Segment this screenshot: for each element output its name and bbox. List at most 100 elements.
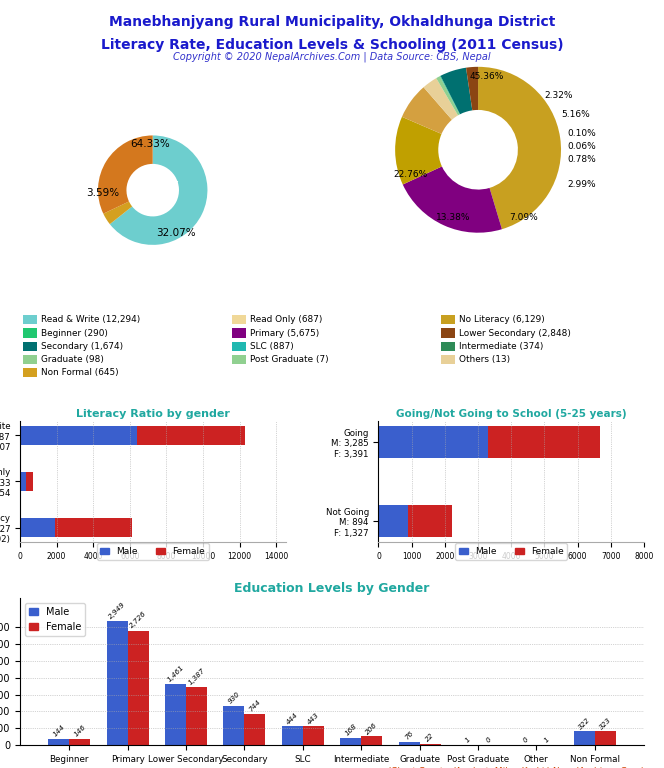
Text: Others (13): Others (13) (459, 355, 510, 364)
Wedge shape (440, 76, 460, 114)
Bar (20, 472, 26, 491)
Bar (303, 727, 324, 745)
Bar (107, 621, 127, 745)
Bar (48, 739, 69, 745)
Bar (186, 687, 207, 745)
Wedge shape (104, 201, 132, 224)
Text: Primary (5,675): Primary (5,675) (250, 329, 319, 338)
Bar (442, 316, 455, 324)
Title: Going/Not Going to School (5-25 years): Going/Not Going to School (5-25 years) (396, 409, 627, 419)
Text: Copyright © 2020 NepalArchives.Com | Data Source: CBS, Nepal: Copyright © 2020 NepalArchives.Com | Dat… (173, 51, 491, 62)
Text: 0.06%: 0.06% (568, 142, 596, 151)
Bar (378, 505, 408, 537)
Text: 45.36%: 45.36% (469, 72, 503, 81)
Bar (232, 342, 246, 351)
Bar (420, 744, 441, 745)
Text: Intermediate (374): Intermediate (374) (459, 342, 543, 351)
Bar (165, 684, 186, 745)
Text: 1: 1 (463, 737, 471, 744)
Text: 13.38%: 13.38% (436, 214, 471, 222)
Text: 2,726: 2,726 (129, 611, 147, 630)
Text: 22: 22 (425, 732, 436, 743)
Text: 0.78%: 0.78% (568, 155, 596, 164)
Bar (232, 316, 246, 324)
Bar (442, 329, 455, 338)
Text: Education
Levels: Education Levels (447, 139, 509, 161)
Bar (23, 355, 37, 364)
Bar (137, 426, 245, 445)
Text: 5.16%: 5.16% (561, 111, 590, 119)
Wedge shape (402, 88, 452, 134)
Legend: Male, Female: Male, Female (97, 544, 208, 560)
Bar (595, 731, 616, 745)
Legend: Male, Female: Male, Female (25, 603, 86, 636)
Wedge shape (466, 67, 478, 111)
Wedge shape (424, 78, 458, 120)
Text: 930: 930 (227, 690, 241, 705)
Text: 146: 146 (73, 723, 87, 738)
Bar (232, 355, 246, 364)
Text: 2.99%: 2.99% (568, 180, 596, 189)
Bar (223, 706, 244, 745)
Text: Beginner (290): Beginner (290) (41, 329, 108, 338)
Text: No Literacy (6,129): No Literacy (6,129) (459, 316, 544, 324)
Title: Education Levels by Gender: Education Levels by Gender (234, 582, 430, 595)
Text: Non Formal (645): Non Formal (645) (41, 368, 118, 377)
Bar (487, 426, 600, 458)
Bar (408, 505, 452, 537)
Bar (23, 329, 37, 338)
Text: Post Graduate (7): Post Graduate (7) (250, 355, 328, 364)
Bar (282, 727, 303, 745)
Text: 32.07%: 32.07% (156, 228, 195, 238)
Wedge shape (478, 67, 561, 229)
Wedge shape (110, 135, 207, 245)
Text: 1,387: 1,387 (187, 667, 206, 686)
Text: 443: 443 (306, 711, 320, 725)
Text: 64.33%: 64.33% (130, 139, 170, 149)
Text: 3.59%: 3.59% (86, 188, 119, 198)
Text: 168: 168 (344, 723, 358, 737)
Bar (574, 731, 595, 745)
Bar (69, 739, 90, 745)
Text: 2,949: 2,949 (108, 601, 127, 620)
Text: 22.76%: 22.76% (393, 170, 427, 179)
Bar (232, 329, 246, 338)
Text: Read Only (687): Read Only (687) (250, 316, 322, 324)
Text: Graduate (98): Graduate (98) (41, 355, 104, 364)
Legend: Male, Female: Male, Female (456, 544, 567, 560)
Bar (340, 738, 361, 745)
Bar (23, 342, 37, 351)
Bar (23, 316, 37, 324)
Text: 2.32%: 2.32% (544, 91, 573, 101)
Text: SLC (887): SLC (887) (250, 342, 293, 351)
Wedge shape (440, 76, 460, 114)
Bar (244, 713, 266, 745)
Text: 206: 206 (365, 721, 378, 735)
Text: 1,461: 1,461 (166, 664, 185, 683)
Wedge shape (395, 117, 442, 184)
Text: (Chart Creator/Analyst: Milan Karki | NepalArchives.Com): (Chart Creator/Analyst: Milan Karki | Ne… (387, 767, 644, 768)
Bar (20, 518, 55, 537)
Title: Literacy Ratio by gender: Literacy Ratio by gender (76, 409, 230, 419)
Text: 0: 0 (522, 737, 530, 744)
Bar (442, 342, 455, 351)
Bar (442, 355, 455, 364)
Text: Manebhanjyang Rural Municipality, Okhaldhunga District: Manebhanjyang Rural Municipality, Okhald… (109, 15, 555, 29)
Text: 76: 76 (404, 730, 414, 740)
Bar (398, 742, 420, 745)
Bar (55, 518, 132, 537)
Bar (378, 426, 487, 458)
Text: 444: 444 (286, 711, 299, 725)
Text: 144: 144 (52, 723, 66, 738)
Bar (26, 472, 33, 491)
Text: Lower Secondary (2,848): Lower Secondary (2,848) (459, 329, 570, 338)
Wedge shape (98, 135, 153, 214)
Text: Secondary (1,674): Secondary (1,674) (41, 342, 123, 351)
Text: Read & Write (12,294): Read & Write (12,294) (41, 316, 139, 324)
Text: 322: 322 (577, 717, 591, 730)
Text: 7.09%: 7.09% (509, 214, 539, 222)
Wedge shape (440, 68, 472, 114)
Bar (23, 368, 37, 377)
Bar (361, 737, 382, 745)
Text: 323: 323 (598, 717, 612, 730)
